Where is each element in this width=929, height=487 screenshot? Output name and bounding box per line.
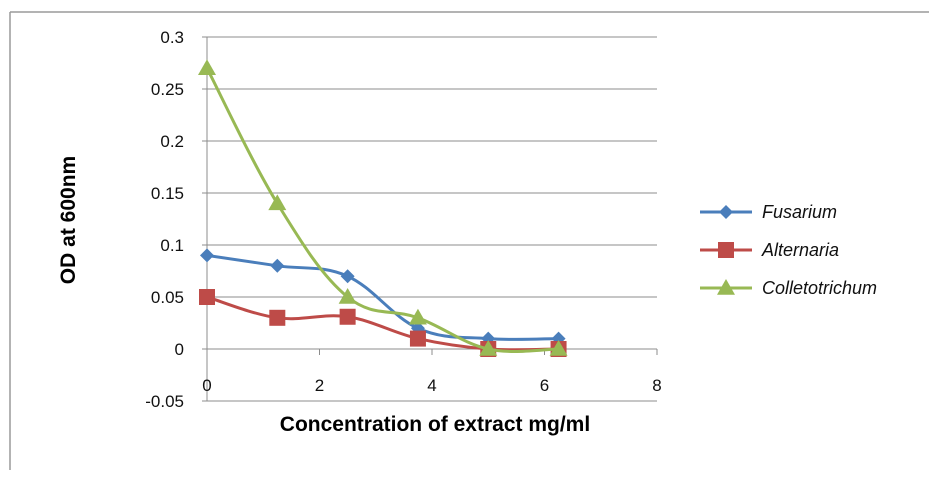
y-tick-label: 0.1 [160,236,184,255]
series-alternaria [199,289,567,357]
data-point-fusarium [270,258,285,273]
x-axis-title: Concentration of extract mg/ml [280,413,590,436]
legend-item-alternaria: Alternaria [700,240,839,260]
y-tick-label: 0.05 [151,288,184,307]
data-point-colletotrichum [479,340,498,356]
legend-label-colletotrichum: Colletotrichum [762,278,877,298]
y-tick-label: 0.25 [151,80,184,99]
data-point-colletotrichum [338,288,357,304]
gridlines [207,36,657,402]
legend-marker-colletotrichum [717,279,735,295]
data-point-colletotrichum [549,340,568,356]
x-tick-label: 4 [427,376,436,395]
y-tick-labels: -0.05 0 0.05 0.1 0.15 0.2 0.25 0.3 [145,28,184,411]
series-line-alternaria [206,295,559,352]
data-point-colletotrichum [408,308,427,325]
data-point-colletotrichum [268,194,287,211]
legend-label-alternaria: Alternaria [761,240,839,260]
data-point-colletotrichum [198,59,216,75]
series-colletotrichum [198,59,568,356]
y-axis-title: OD at 600nm [57,156,80,284]
y-tick-label: 0.3 [160,28,184,47]
series-line-colletotrichum [205,67,559,353]
data-point-alternaria [339,308,356,325]
axes [202,36,658,402]
series-layer [198,59,568,357]
data-point-alternaria [199,289,215,305]
x-tick-label: 2 [315,376,324,395]
legend: Fusarium Alternaria Colletotrichum [700,202,877,298]
legend-item-fusarium: Fusarium [700,202,837,222]
y-tick-label: -0.05 [145,392,184,411]
y-tick-label: 0.2 [160,132,184,151]
y-tick-label: 0.15 [151,184,184,203]
data-point-alternaria [269,309,286,326]
legend-label-fusarium: Fusarium [762,202,837,222]
data-point-fusarium [340,269,355,284]
y-tick-label: 0 [175,340,184,359]
series-fusarium [200,248,566,346]
x-tick-label: 8 [652,376,661,395]
data-point-fusarium [200,248,214,263]
legend-item-colletotrichum: Colletotrichum [700,278,877,298]
data-point-alternaria [409,330,426,347]
legend-marker-fusarium [719,205,733,219]
legend-marker-alternaria [718,242,734,258]
x-tick-label: 6 [540,376,549,395]
x-tick-label: 0 [202,376,211,395]
x-tick-labels: 0 2 4 6 8 [202,376,661,395]
